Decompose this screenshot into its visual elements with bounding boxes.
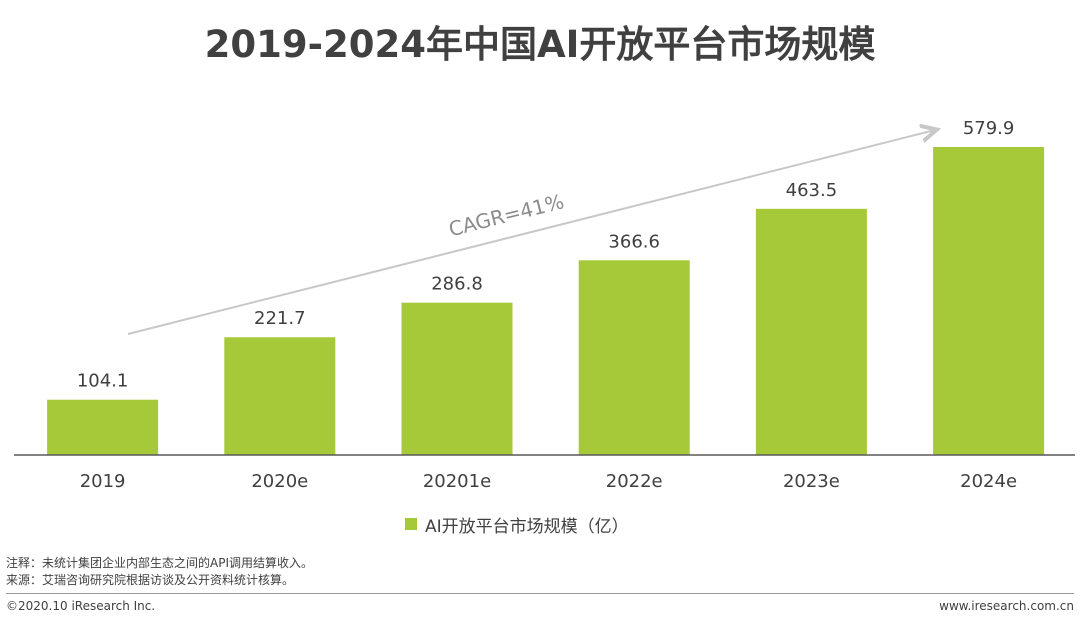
bar-20201e — [401, 302, 513, 455]
footer-copyright: ©2020.10 iResearch Inc. — [6, 599, 156, 613]
chart-title: 2019-2024年中国AI开放平台市场规模 — [204, 23, 876, 66]
data-label-2020e: 221.7 — [254, 308, 306, 329]
x-tick-label-2022e: 2022e — [606, 471, 663, 492]
x-tick-label-2024e: 2024e — [960, 471, 1017, 492]
x-tick-label-2020e: 2020e — [251, 471, 308, 492]
cagr-annotation: CAGR=41% — [446, 189, 566, 241]
x-tick-label-2023e: 2023e — [783, 471, 840, 492]
note-text: 注释：未统计集团企业内部生态之间的API调用结算收入。 — [6, 556, 313, 570]
bar-2022e — [578, 260, 690, 455]
bar-2020e — [224, 337, 336, 455]
footer-website[interactable]: www.iresearch.com.cn — [939, 599, 1074, 613]
chart-legend: AI开放平台市场规模（亿） — [405, 512, 629, 537]
x-tick-label-2019: 2019 — [80, 471, 126, 492]
data-label-2022e: 366.6 — [608, 231, 660, 252]
data-label-2023e: 463.5 — [786, 180, 838, 201]
bar-2019 — [47, 399, 159, 455]
data-label-2024e: 579.9 — [963, 118, 1015, 139]
x-tick-label-20201e: 20201e — [423, 471, 491, 492]
data-label-2019: 104.1 — [77, 371, 129, 392]
data-label-20201e: 286.8 — [431, 274, 483, 295]
legend-label: AI开放平台市场规模（亿） — [425, 516, 629, 537]
bar-2024e — [933, 147, 1045, 455]
footer-divider — [6, 593, 1074, 594]
bar-2023e — [755, 208, 867, 455]
source-text: 来源：艾瑞咨询研究院根据访谈及公开资料统计核算。 — [6, 573, 295, 587]
legend-swatch — [405, 518, 417, 530]
cagr-arrow — [127, 130, 935, 335]
notes: 注释：未统计集团企业内部生态之间的API调用结算收入。 来源：艾瑞咨询研究院根据… — [6, 555, 313, 589]
